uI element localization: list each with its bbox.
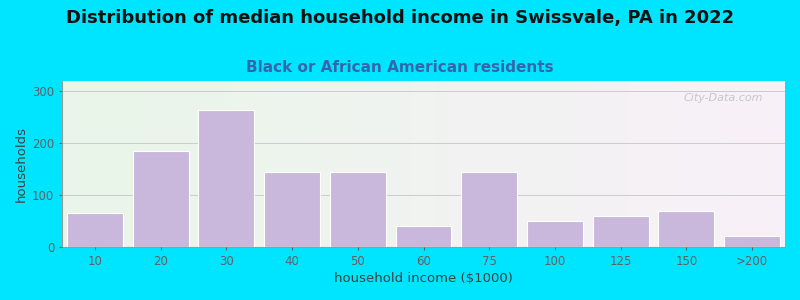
Bar [218,81,230,247]
Bar [628,81,641,247]
Text: Black or African American residents: Black or African American residents [246,60,554,75]
Bar [520,81,532,247]
Bar [330,172,386,247]
Y-axis label: households: households [15,126,28,202]
Bar [677,81,689,247]
Bar [134,81,146,247]
Bar [86,81,98,247]
Bar [568,81,580,247]
Bar [399,81,411,247]
Bar [435,81,448,247]
Bar [351,81,363,247]
Bar [315,81,327,247]
Bar [182,81,194,247]
Bar [527,221,583,247]
Bar [532,81,544,247]
Bar [773,81,785,247]
Bar [653,81,665,247]
Bar [339,81,351,247]
Bar [279,81,291,247]
Bar [462,172,517,247]
Bar [133,151,189,247]
Bar [363,81,375,247]
Bar [122,81,134,247]
Bar [255,81,267,247]
Bar [423,81,435,247]
Bar [375,81,387,247]
Bar [291,81,303,247]
Bar [592,81,604,247]
Bar [761,81,773,247]
Bar [737,81,749,247]
Bar [194,81,206,247]
Bar [230,81,242,247]
Bar [267,81,279,247]
Bar [665,81,677,247]
Bar [198,110,254,247]
Bar [146,81,158,247]
Bar [713,81,725,247]
Bar [62,81,74,247]
Bar [387,81,399,247]
Bar [206,81,218,247]
Bar [749,81,761,247]
Bar [74,81,86,247]
Bar [508,81,520,247]
Bar [448,81,460,247]
Bar [303,81,315,247]
Bar [641,81,653,247]
Bar [98,81,110,247]
X-axis label: household income ($1000): household income ($1000) [334,272,513,285]
Bar [395,226,451,247]
Bar [724,236,780,247]
Bar [460,81,472,247]
Bar [725,81,737,247]
Bar [604,81,616,247]
Bar [556,81,568,247]
Bar [484,81,496,247]
Bar [242,81,255,247]
Bar [616,81,628,247]
Text: City-Data.com: City-Data.com [684,93,763,103]
Bar [110,81,122,247]
Bar [544,81,556,247]
Bar [580,81,592,247]
Bar [67,213,123,247]
Bar [158,81,170,247]
Bar [264,172,320,247]
Bar [170,81,182,247]
Bar [327,81,339,247]
Bar [496,81,508,247]
Bar [411,81,423,247]
Bar [658,211,714,247]
Bar [472,81,484,247]
Bar [689,81,701,247]
Text: Distribution of median household income in Swissvale, PA in 2022: Distribution of median household income … [66,9,734,27]
Bar [701,81,713,247]
Bar [593,216,649,247]
